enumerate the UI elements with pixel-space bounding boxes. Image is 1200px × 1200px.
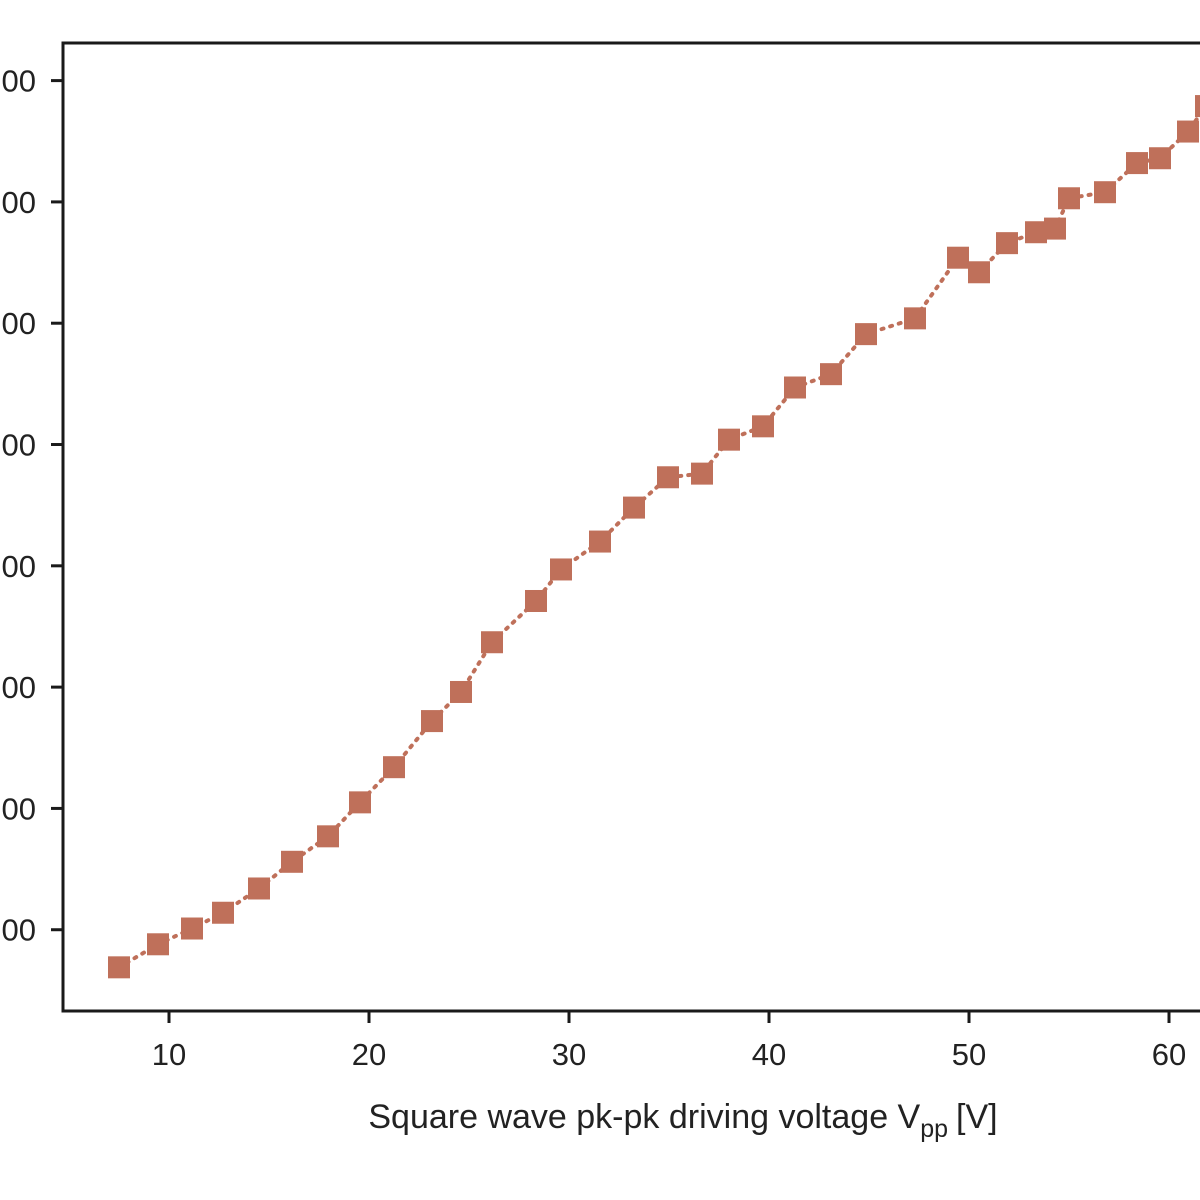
data-point bbox=[1149, 147, 1171, 170]
data-point bbox=[550, 558, 572, 581]
data-point bbox=[212, 901, 234, 924]
data-point bbox=[691, 462, 713, 485]
y-axis: 00 00 00 00 00 00 00 00 bbox=[2, 64, 63, 948]
data-point bbox=[317, 825, 339, 848]
data-point bbox=[450, 680, 472, 703]
data-point bbox=[108, 956, 130, 979]
x-tick-label: 60 bbox=[1152, 1037, 1186, 1072]
y-tick-label: 00 bbox=[2, 64, 36, 99]
data-point bbox=[281, 850, 303, 873]
y-tick-label: 00 bbox=[2, 428, 36, 463]
data-point bbox=[752, 415, 774, 438]
data-point bbox=[968, 261, 990, 284]
y-tick-label: 00 bbox=[2, 670, 36, 705]
data-point bbox=[996, 232, 1018, 255]
y-tick-label: 00 bbox=[2, 913, 36, 948]
data-point bbox=[349, 791, 371, 814]
data-point bbox=[1126, 152, 1148, 175]
data-point bbox=[718, 428, 740, 451]
y-tick-label: 00 bbox=[2, 185, 36, 220]
data-point bbox=[1094, 181, 1116, 204]
data-point bbox=[904, 307, 926, 330]
data-point bbox=[623, 496, 645, 519]
x-tick-label: 40 bbox=[752, 1037, 786, 1072]
x-axis: 10 20 30 40 50 60 bbox=[152, 1011, 1186, 1072]
y-tick-label: 00 bbox=[2, 549, 36, 584]
x-tick-label: 30 bbox=[552, 1037, 586, 1072]
data-point bbox=[1025, 221, 1047, 244]
data-point bbox=[1195, 95, 1200, 118]
data-point bbox=[147, 933, 169, 956]
data-point bbox=[855, 323, 877, 346]
data-point bbox=[657, 466, 679, 489]
x-axis-label: Square wave pk-pk driving voltage Vpp [V] bbox=[368, 1098, 997, 1143]
data-point bbox=[1058, 187, 1080, 210]
data-point bbox=[947, 246, 969, 269]
y-tick-label: 00 bbox=[2, 791, 36, 826]
x-tick-label: 10 bbox=[152, 1037, 186, 1072]
data-point bbox=[820, 363, 842, 386]
data-point bbox=[1044, 217, 1066, 240]
data-point bbox=[525, 589, 547, 612]
x-tick-label: 50 bbox=[952, 1037, 986, 1072]
x-tick-label: 20 bbox=[352, 1037, 386, 1072]
y-tick-label: 00 bbox=[2, 306, 36, 341]
data-point bbox=[421, 710, 443, 733]
data-point bbox=[181, 917, 203, 940]
plot-area bbox=[108, 95, 1200, 979]
data-point bbox=[248, 877, 270, 900]
data-point bbox=[784, 376, 806, 399]
data-point bbox=[481, 631, 503, 654]
data-point bbox=[383, 756, 405, 779]
plot-frame bbox=[61, 41, 1200, 1013]
data-point bbox=[589, 530, 611, 553]
data-point bbox=[1177, 120, 1199, 143]
